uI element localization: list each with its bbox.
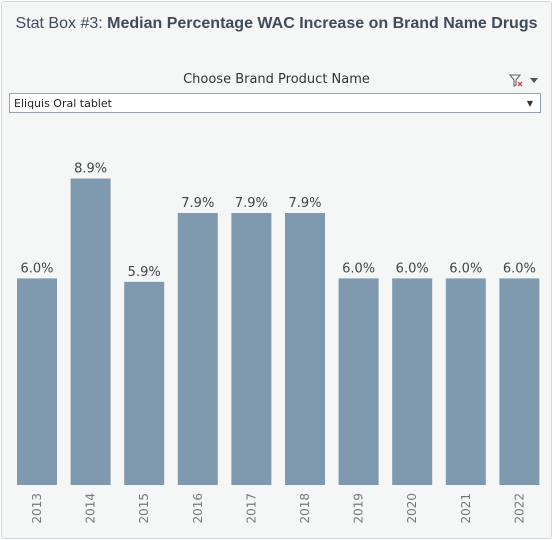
bar-2022[interactable]: [499, 278, 540, 485]
value-label-2016: 7.9%: [181, 196, 214, 211]
title-prefix: Stat Box #3:: [15, 15, 103, 32]
value-label-2019: 6.0%: [342, 261, 375, 276]
dropdown-arrow-icon[interactable]: ▼: [526, 99, 533, 108]
x-tick-2022: 2022: [512, 493, 526, 524]
value-label-2022: 6.0%: [503, 261, 536, 276]
x-tick-2013: 2013: [30, 493, 44, 524]
value-label-2013: 6.0%: [20, 261, 53, 276]
bar-2019[interactable]: [338, 278, 379, 485]
brand-product-dropdown[interactable]: Eliquis Oral tablet ▼: [9, 93, 541, 113]
bar-2018[interactable]: [285, 212, 325, 486]
bar-2014[interactable]: [70, 178, 111, 486]
bar-2015[interactable]: [124, 281, 165, 485]
bar-2017[interactable]: [231, 212, 272, 486]
chevron-down-icon[interactable]: [530, 78, 538, 83]
title-main: Median Percentage WAC Increase on Brand …: [107, 15, 538, 32]
value-label-2015: 5.9%: [128, 265, 161, 280]
bar-chart: 6.0% 2013 8.9% 2014 5.9% 2015 7.9% 2016 7.9% 2017…: [17, 162, 540, 524]
x-tick-2019: 2019: [352, 493, 366, 524]
page-title: Stat Box #3: Median Percentage WAC Incre…: [0, 13, 553, 34]
bar-2020[interactable]: [392, 278, 433, 485]
x-tick-2016: 2016: [191, 493, 205, 524]
x-tick-2018: 2018: [298, 493, 312, 524]
filter-clear-icon[interactable]: [508, 74, 523, 87]
filter-icons: [508, 73, 543, 87]
bar-2013[interactable]: [17, 278, 57, 485]
x-tick-2020: 2020: [405, 493, 419, 524]
x-tick-2015: 2015: [137, 493, 151, 524]
value-label-2018: 7.9%: [288, 196, 321, 211]
value-label-2014: 8.9%: [74, 162, 107, 177]
value-label-2017: 7.9%: [235, 196, 268, 211]
x-tick-2021: 2021: [459, 493, 473, 524]
value-label-2020: 6.0%: [396, 261, 429, 276]
value-label-2021: 6.0%: [449, 261, 482, 276]
filter-label: Choose Brand Product Name: [183, 72, 370, 87]
x-tick-2017: 2017: [244, 493, 258, 524]
bar-2021[interactable]: [445, 278, 486, 485]
dropdown-value: Eliquis Oral tablet: [14, 97, 112, 110]
bar-2016[interactable]: [177, 212, 218, 486]
x-tick-2014: 2014: [84, 493, 98, 524]
